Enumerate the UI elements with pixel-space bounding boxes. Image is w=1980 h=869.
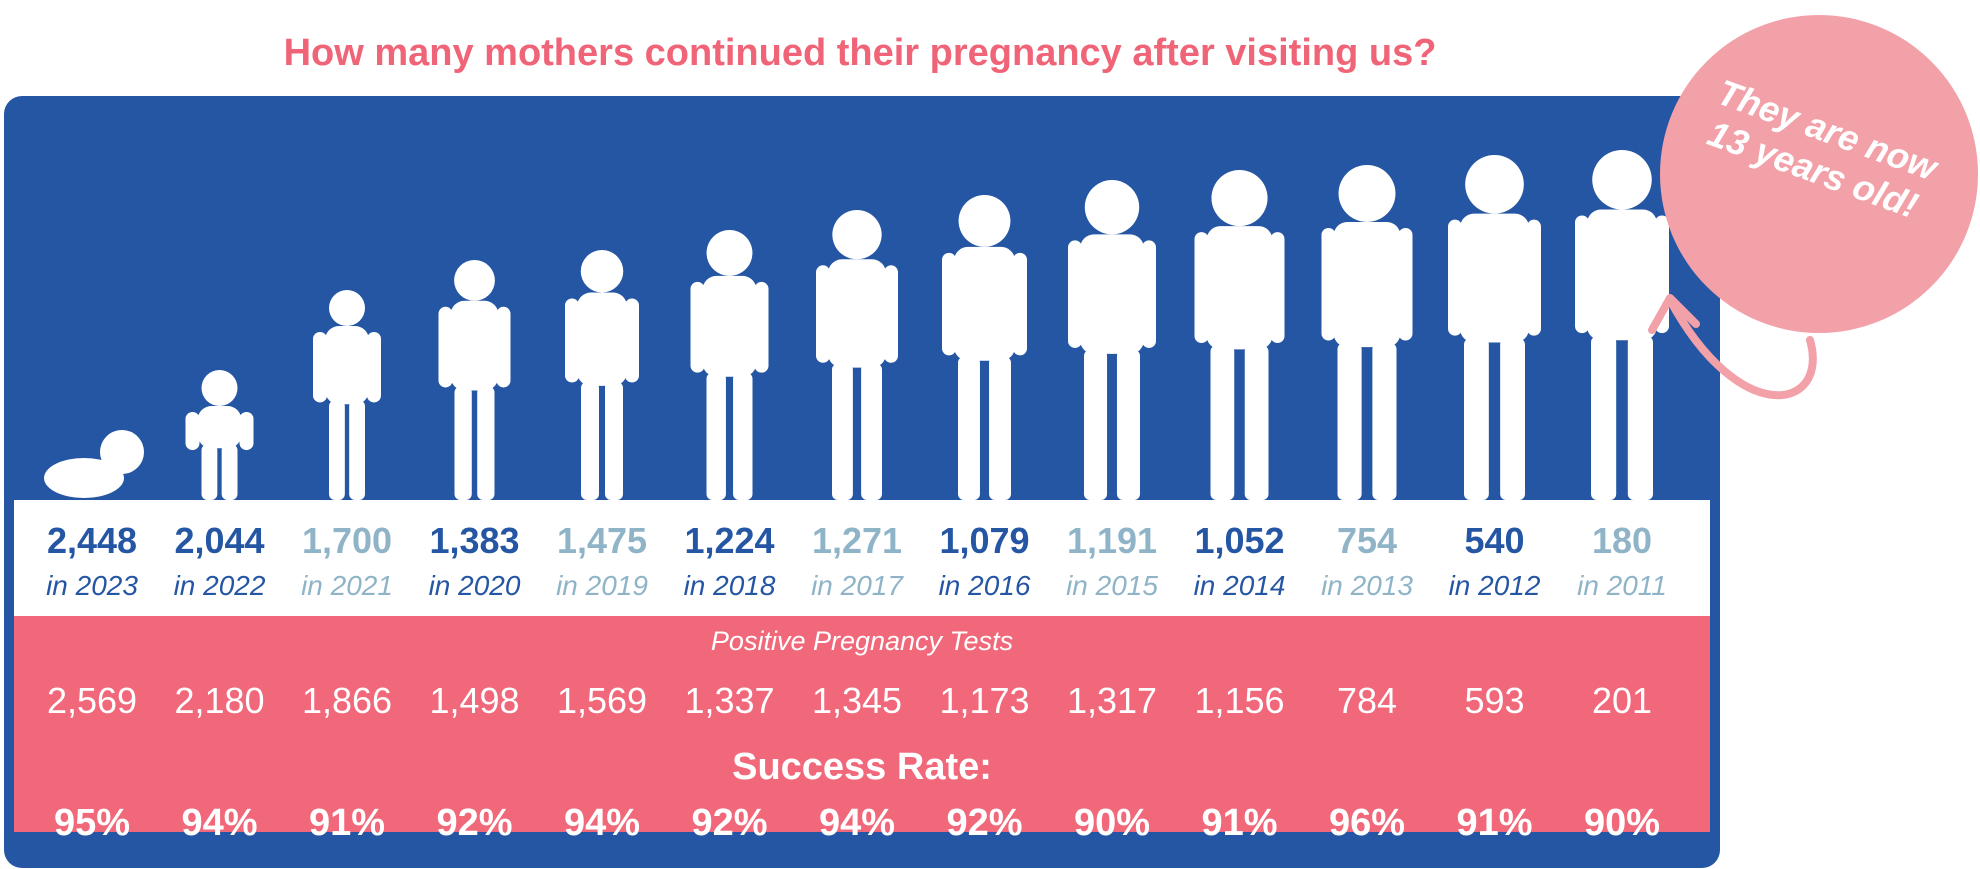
year-label: in 2016 xyxy=(938,570,1031,601)
count-value: 1,052 xyxy=(1194,520,1285,561)
success-rate-value: 90% xyxy=(1583,802,1661,844)
child-silhouette xyxy=(313,290,381,500)
tests-value: 1,337 xyxy=(684,680,775,721)
count-value: 754 xyxy=(1336,520,1398,561)
success-rate-value: 92% xyxy=(946,802,1023,844)
success-rate-value: 96% xyxy=(1328,802,1406,844)
success-rate-value: 94% xyxy=(818,802,896,844)
year-label: in 2014 xyxy=(1193,570,1286,601)
year-label: in 2020 xyxy=(428,570,521,601)
tests-value: 1,173 xyxy=(939,680,1030,721)
tests-value: 2,180 xyxy=(174,680,265,721)
count-value: 180 xyxy=(1591,520,1653,561)
curved-arrow-icon xyxy=(1648,294,1817,399)
tests-value: 1,569 xyxy=(556,680,648,721)
year-label: in 2023 xyxy=(46,570,138,601)
success-rate-value: 91% xyxy=(1456,802,1533,844)
age-bubble xyxy=(1660,15,1978,333)
tests-value: 201 xyxy=(1591,680,1653,721)
child-silhouette xyxy=(1194,170,1285,500)
year-label: in 2018 xyxy=(683,570,776,601)
tests-value: 1,156 xyxy=(1194,680,1285,721)
count-value: 1,271 xyxy=(811,520,903,561)
success-rate-value: 94% xyxy=(563,802,641,844)
success-rate-value: 91% xyxy=(308,802,386,844)
positive-tests-label: Positive Pregnancy Tests xyxy=(710,626,1014,656)
year-label: in 2011 xyxy=(1577,570,1667,601)
success-rate-value: 92% xyxy=(691,802,768,844)
success-rate-value: 94% xyxy=(181,802,258,844)
year-label: in 2022 xyxy=(173,570,266,601)
success-rate-value: 95% xyxy=(53,802,131,844)
child-silhouette xyxy=(1575,150,1669,500)
tests-value: 1,866 xyxy=(301,680,393,721)
success-rate-value: 92% xyxy=(436,802,513,844)
count-value: 1,700 xyxy=(301,520,393,561)
tests-band xyxy=(14,616,1710,832)
child-silhouette xyxy=(44,430,144,498)
count-value: 2,044 xyxy=(174,520,265,561)
year-label: in 2013 xyxy=(1321,570,1413,601)
year-label: in 2012 xyxy=(1448,570,1541,601)
count-value: 2,448 xyxy=(46,520,138,561)
success-rate-value: 90% xyxy=(1073,802,1151,844)
success-rate-value: 91% xyxy=(1201,802,1278,844)
child-silhouette xyxy=(942,195,1027,500)
success-rate-label: Success Rate: xyxy=(732,746,992,788)
tests-value: 1,498 xyxy=(429,680,520,721)
tests-value: 784 xyxy=(1336,680,1398,721)
tests-value: 2,569 xyxy=(46,680,138,721)
tests-value: 1,345 xyxy=(811,680,903,721)
child-silhouette xyxy=(1321,165,1413,500)
tests-value: 1,317 xyxy=(1066,680,1158,721)
count-value: 1,079 xyxy=(939,520,1030,561)
stats-panel: Positive Pregnancy Tests Success Rate: 2… xyxy=(4,96,1720,868)
child-silhouette xyxy=(185,370,254,500)
count-value: 1,224 xyxy=(684,520,775,561)
year-label: in 2019 xyxy=(556,570,648,601)
child-silhouette xyxy=(565,250,639,500)
page-title: How many mothers continued their pregnan… xyxy=(283,32,1437,74)
year-label: in 2017 xyxy=(811,570,903,601)
child-silhouette xyxy=(1068,180,1156,500)
count-value: 1,191 xyxy=(1066,520,1158,561)
child-silhouette xyxy=(816,210,898,500)
child-silhouette xyxy=(690,230,769,500)
count-value: 540 xyxy=(1464,520,1525,561)
count-value: 1,383 xyxy=(429,520,520,561)
year-label: in 2015 xyxy=(1066,570,1158,601)
child-silhouette xyxy=(1448,155,1541,500)
children-silhouettes xyxy=(44,150,1669,500)
child-silhouette xyxy=(438,260,511,500)
tests-value: 593 xyxy=(1464,680,1525,721)
count-value: 1,475 xyxy=(556,520,648,561)
year-label: in 2021 xyxy=(301,570,393,601)
